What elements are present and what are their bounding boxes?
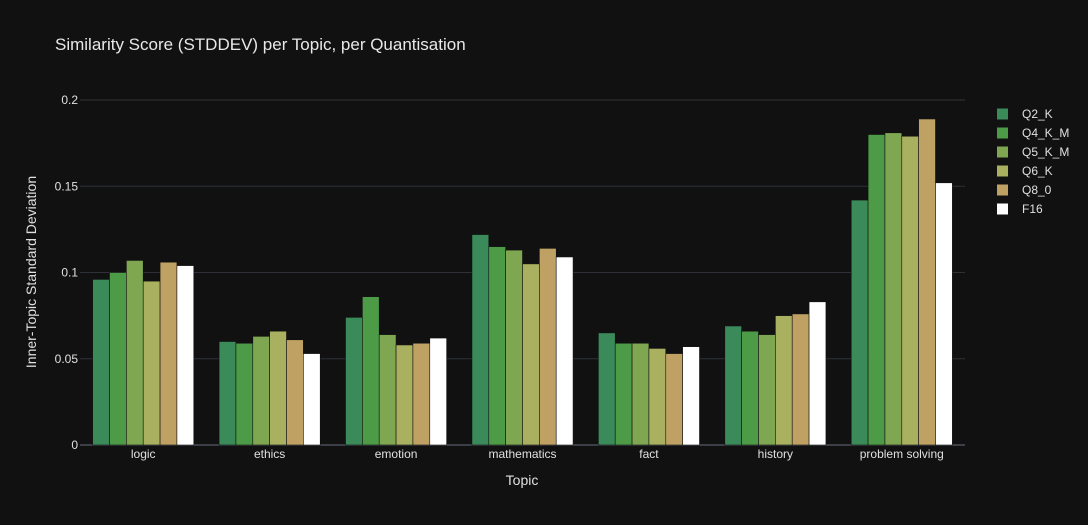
bar-Q4_K_M-ethics: [235, 342, 254, 446]
legend-label: Q6_K: [1022, 164, 1053, 178]
bar-Q2_K-logic: [92, 279, 110, 446]
bar-Q5_K_M-fact: [631, 342, 650, 446]
bar-Q4_K_M-emotion: [362, 296, 380, 446]
y-tick-label: 0.05: [55, 352, 79, 366]
bar-Q5_K_M-problem-solving: [884, 132, 903, 446]
bar-Q5_K_M-emotion: [378, 334, 397, 446]
legend-swatch-Q5_K_M: [997, 146, 1008, 158]
bar-Q5_K_M-history: [758, 334, 776, 446]
bar-F16-problem-solving: [935, 182, 953, 446]
bar-Q8_0-history: [791, 313, 810, 446]
x-tick-label: history: [758, 447, 793, 461]
bar-F16-mathematics: [555, 256, 574, 446]
bar-Q2_K-history: [724, 325, 742, 446]
bar-Q5_K_M-mathematics: [505, 249, 523, 446]
x-tick-label: emotion: [375, 447, 418, 461]
bar-Q6_K-fact: [648, 348, 667, 446]
x-tick-label: ethics: [254, 447, 285, 461]
legend: Q2_K Q4_K_M Q5_K_M Q6_K Q8_0 F16: [997, 107, 1069, 216]
y-axis-title: Inner-Topic Standard Deviation: [23, 176, 39, 368]
legend-swatch-Q6_K: [997, 165, 1008, 177]
bar-Q2_K-mathematics: [471, 234, 490, 446]
bar-Q8_0-logic: [159, 261, 178, 446]
bar-Q4_K_M-problem-solving: [867, 134, 886, 446]
bar-Q6_K-mathematics: [522, 263, 540, 446]
bar-Q2_K-problem-solving: [850, 199, 869, 446]
bar-Q2_K-emotion: [345, 317, 363, 446]
x-axis-title: Topic: [506, 472, 539, 488]
x-tick-label: fact: [639, 447, 659, 461]
bar-Q5_K_M-logic: [126, 260, 144, 446]
y-tick-label: 0.2: [61, 93, 78, 107]
bar-Q2_K-fact: [598, 332, 616, 446]
bar-Q8_0-problem-solving: [918, 118, 936, 446]
bar-Q2_K-ethics: [218, 341, 237, 446]
bar-Q6_K-emotion: [395, 344, 414, 446]
bar-F16-logic: [176, 265, 195, 446]
bar-Q4_K_M-history: [741, 330, 759, 446]
chart-title: Similarity Score (STDDEV) per Topic, per…: [55, 35, 466, 54]
bar-Q5_K_M-ethics: [252, 336, 270, 446]
legend-swatch-Q2_K: [997, 108, 1008, 120]
y-tick-label: 0.1: [61, 266, 78, 280]
legend-swatch-Q8_0: [997, 184, 1008, 196]
bar-Q8_0-fact: [665, 353, 683, 446]
y-tick-label: 0: [71, 438, 78, 452]
bar-F16-emotion: [429, 337, 447, 446]
bar-Q8_0-ethics: [286, 339, 304, 446]
bar-Q6_K-logic: [142, 280, 161, 446]
bar-Q4_K_M-fact: [614, 342, 633, 446]
x-tick-label: logic: [131, 447, 156, 461]
bar-F16-ethics: [303, 353, 321, 446]
bar-Q4_K_M-logic: [109, 272, 127, 446]
bar-Q6_K-ethics: [269, 330, 287, 446]
bar-Q8_0-emotion: [412, 342, 431, 446]
y-tick-label: 0.15: [55, 179, 79, 193]
bar-F16-history: [808, 301, 827, 446]
legend-label: Q2_K: [1022, 107, 1053, 121]
x-tick-label: mathematics: [488, 447, 556, 461]
x-tick-label: problem solving: [860, 447, 944, 461]
bar-Q4_K_M-mathematics: [488, 246, 506, 446]
legend-swatch-Q4_K_M: [997, 127, 1008, 139]
legend-label: F16: [1022, 202, 1043, 216]
bar-Q6_K-history: [775, 315, 793, 446]
legend-swatch-F16: [997, 203, 1008, 215]
bars: [92, 118, 953, 446]
bar-Q6_K-problem-solving: [901, 135, 919, 446]
legend-label: Q4_K_M: [1022, 126, 1069, 140]
bar-Q8_0-mathematics: [539, 248, 557, 446]
legend-label: Q5_K_M: [1022, 145, 1069, 159]
y-axis-ticks: 0 0.05 0.1 0.15 0.2: [55, 93, 79, 452]
x-axis-ticks: logic ethics emotion mathematics fact history…: [131, 447, 944, 461]
legend-label: Q8_0: [1022, 183, 1052, 197]
bar-F16-fact: [682, 346, 700, 446]
